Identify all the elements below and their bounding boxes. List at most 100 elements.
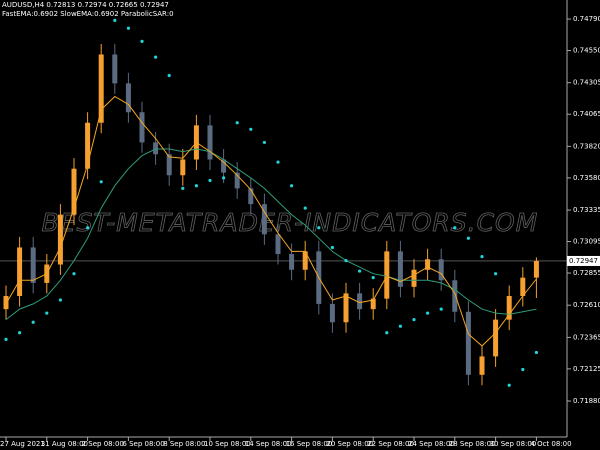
sar-dot xyxy=(385,331,389,335)
x-tick-label: 22 Sep 08:00 xyxy=(367,440,414,448)
sar-dot xyxy=(262,140,266,145)
candle-body xyxy=(438,259,444,281)
x-tick-label: 28 Sep 08:00 xyxy=(449,440,496,448)
sar-dot xyxy=(126,26,130,30)
x-tick-label: 6 Sep 08:00 xyxy=(122,440,164,448)
candle-body xyxy=(85,122,91,169)
candle-body xyxy=(248,188,254,205)
sar-dot xyxy=(412,318,416,322)
x-tick-label: 14 Sep 08:00 xyxy=(245,440,292,448)
sar-dot xyxy=(276,160,280,164)
y-tick-label: 0.72365 xyxy=(573,333,600,341)
candle-body xyxy=(30,247,36,283)
sar-dot xyxy=(31,320,35,324)
sar-dot xyxy=(86,226,90,230)
sar-dot xyxy=(330,245,334,250)
sar-dot xyxy=(290,184,294,188)
sar-dot xyxy=(358,269,362,273)
sar-dot xyxy=(534,350,539,355)
indicator-line xyxy=(5,148,537,320)
candle-body xyxy=(207,125,213,160)
sar-dot xyxy=(317,226,321,230)
candle-body xyxy=(125,83,131,113)
candle-body xyxy=(17,247,23,297)
candle-body xyxy=(357,293,363,310)
sar-dot xyxy=(167,73,171,78)
y-tick-label: 0.73335 xyxy=(573,206,600,214)
x-tick-label: 27 Aug 2021 xyxy=(0,440,45,448)
sar-dot xyxy=(45,311,49,315)
y-tick-label: 0.73095 xyxy=(573,238,600,246)
x-tick-label: 30 Sep 08:00 xyxy=(490,440,537,448)
sar-dot xyxy=(494,272,498,276)
sar-dot xyxy=(249,127,253,131)
candle-body xyxy=(411,269,417,287)
sar-dot xyxy=(181,186,185,190)
candle-body xyxy=(452,280,458,312)
y-tick-label: 0.73820 xyxy=(573,142,600,150)
y-tick-label: 0.74790 xyxy=(573,15,600,23)
sar-dot xyxy=(521,367,525,372)
candle-body xyxy=(370,298,376,310)
sar-dot xyxy=(344,258,348,263)
candle-body xyxy=(533,260,539,278)
sar-dot xyxy=(58,298,63,302)
sar-dot xyxy=(4,337,8,341)
candle-body xyxy=(384,251,390,299)
sar-dot xyxy=(398,324,402,328)
candle-body xyxy=(112,54,118,84)
candle-body xyxy=(465,311,471,375)
sar-dot xyxy=(140,39,144,43)
y-tick-label: 0.72125 xyxy=(573,365,600,373)
price-label: 0.72947 xyxy=(569,257,598,265)
sar-dot xyxy=(235,121,239,125)
header: AUDUSD,H4 0.72813 0.72974 0.72665 0.7294… xyxy=(2,1,169,9)
candle-body xyxy=(289,254,295,270)
sar-dot xyxy=(480,255,484,259)
y-tick-label: 0.73580 xyxy=(573,174,600,182)
candle-body xyxy=(57,214,63,265)
candle-body xyxy=(71,168,77,215)
sar-dot xyxy=(439,307,443,311)
x-tick-label: 4 Oct 08:00 xyxy=(530,440,571,448)
candle-body xyxy=(166,154,172,176)
sar-dot xyxy=(303,206,307,210)
sar-dot xyxy=(99,180,103,184)
candle-body xyxy=(479,356,485,375)
candle-body xyxy=(261,204,267,235)
sar-dot xyxy=(72,272,76,276)
y-tick-label: 0.72610 xyxy=(573,301,600,309)
candle-body xyxy=(343,293,349,323)
indicator-info: FastEMA:0.6902 SlowEMA:0.6902 ParabolicS… xyxy=(2,10,174,18)
candle-body xyxy=(520,277,526,297)
candle-body xyxy=(153,142,159,155)
sar-dot xyxy=(426,311,430,315)
sar-dot xyxy=(466,236,470,240)
price-label-box xyxy=(567,255,600,266)
y-tick-label: 0.72855 xyxy=(573,269,600,277)
y-tick-label: 0.74065 xyxy=(573,110,600,118)
sar-dot xyxy=(222,176,226,180)
candle-body xyxy=(425,259,431,270)
candle-body xyxy=(139,112,145,143)
sar-dot xyxy=(18,331,22,335)
x-tick-label: 31 Aug 08:00 xyxy=(41,440,88,448)
candle-body xyxy=(329,303,335,323)
sar-dot xyxy=(453,226,457,230)
watermark: BEST-METATRADER-INDICATORS.COM xyxy=(42,208,539,237)
candle-body xyxy=(493,319,499,357)
x-tick-label: 8 Sep 08:00 xyxy=(163,440,205,448)
y-tick-label: 0.74550 xyxy=(573,47,600,55)
candle-body xyxy=(275,234,281,255)
sar-dot xyxy=(194,184,198,188)
y-tick-label: 0.74305 xyxy=(573,79,600,87)
candle-body xyxy=(98,54,104,123)
candle-body xyxy=(180,159,186,176)
sar-dot xyxy=(507,383,511,387)
sar-dot xyxy=(154,55,158,59)
candle-body xyxy=(302,251,308,270)
y-tick-label: 0.71880 xyxy=(573,397,600,405)
candle-body xyxy=(234,172,240,189)
